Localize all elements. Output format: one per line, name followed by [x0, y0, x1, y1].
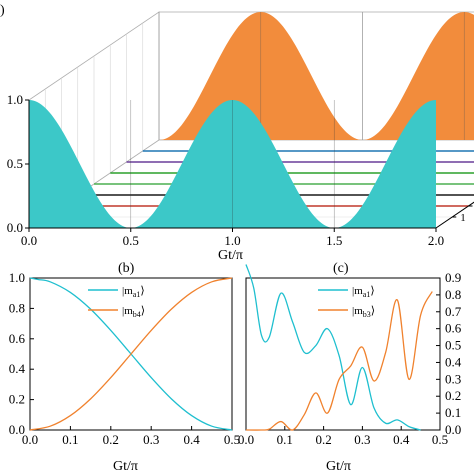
y-tick-label: 0.9 — [445, 270, 461, 285]
panel-a-xlabel: Gt/π — [218, 248, 243, 263]
x-tick-label: 0.1 — [62, 432, 78, 447]
y-tick-label: 0.4 — [445, 354, 462, 369]
x-tick-label-a: 2.0 — [428, 233, 444, 248]
x-tick-label: 0.5 — [432, 432, 448, 447]
x-tick-label: 0.3 — [143, 432, 159, 447]
panel-a-label: ) — [0, 3, 5, 18]
y-tick-label: 0.1 — [445, 405, 461, 420]
x-tick-label: 0.4 — [183, 432, 200, 447]
panel-c-legend: |ma1⟩ |mb3⟩ — [318, 285, 375, 319]
y-tick-label: 0.6 — [445, 321, 462, 336]
legend-label-mb4: |mb4⟩ — [122, 305, 145, 319]
y-tick-label: 1.0 — [9, 270, 25, 285]
series-line — [29, 277, 233, 431]
x-tick-label: 0.3 — [354, 432, 370, 447]
x-tick-label: 0.2 — [315, 432, 331, 447]
panel-c-plot-area: 0.0 0.1 0.2 0.3 0.4 0.50.00.10.20.30.40.50.60… — [238, 264, 462, 447]
y-tick-label: 0.7 — [445, 304, 462, 319]
y-tick-label: 0.8 — [445, 287, 461, 302]
legend-label-ma1-c: |ma1⟩ — [352, 285, 375, 299]
panel-b-line-chart: 0.0 0.1 0.2 0.3 0.4 0.5 0.0 0.2 0.4 0.6 0.8 1.0 (b)… — [9, 261, 240, 474]
x-tick-label-a: 0.0 — [21, 233, 37, 248]
front-series-area — [29, 100, 436, 228]
y-tick-label-a: 0.0 — [7, 220, 23, 235]
series-line — [29, 277, 233, 431]
panel-b-legend: |ma1⟩ |mb4⟩ — [88, 285, 145, 319]
panel-c-label: (c) — [333, 261, 349, 276]
x-tick-label: 0.4 — [393, 432, 410, 447]
x-tick-label: 0.0 — [238, 432, 254, 447]
x-tick-label-a: 1.0 — [224, 233, 240, 248]
x-tick-label-a: 1.5 — [326, 233, 342, 248]
y-tick-label: 0.5 — [445, 338, 461, 353]
panel-c-line-chart: 0.0 0.1 0.2 0.3 0.4 0.50.00.10.20.30.40.50.60… — [238, 261, 462, 474]
y-tick-label: 0.2 — [9, 392, 25, 407]
plot-frame — [29, 277, 233, 431]
panel-a-front-series — [29, 100, 436, 228]
series-line — [245, 291, 433, 431]
y-tick-label: 0.6 — [9, 331, 26, 346]
x-tick-label: 0.0 — [22, 432, 38, 447]
panel-a-axes: 0.00.51.01.52.00.00.51.012345678 — [7, 92, 474, 248]
depth-axis-a — [435, 201, 474, 229]
x-tick-label: 0.2 — [103, 432, 119, 447]
y-tick-label: 0.3 — [445, 371, 461, 386]
y-tick-label-a: 1.0 — [7, 92, 23, 107]
y-tick-label: 0.8 — [9, 300, 25, 315]
y-tick-label-a: 0.5 — [7, 156, 23, 171]
y-tick-label: 0.0 — [9, 422, 25, 437]
panel-a-3d-plot: 0.00.51.01.52.00.00.51.012345678 ) Gt/π — [0, 3, 474, 263]
legend-label-mb3-c: |mb3⟩ — [352, 305, 375, 319]
panel-b-label: (b) — [118, 261, 135, 276]
panel-b-plot-area: 0.0 0.1 0.2 0.3 0.4 0.5 0.0 0.2 0.4 0.6 0.8 1.0 — [9, 270, 240, 447]
depth-tick-label-a: 1 — [460, 212, 466, 224]
panel-b-xlabel: Gt/π — [113, 459, 138, 474]
series-line — [245, 264, 421, 431]
x-tick-label-a: 0.5 — [123, 233, 139, 248]
y-tick-label: 0.4 — [9, 361, 26, 376]
x-tick-label: 0.1 — [277, 432, 293, 447]
panel-c-xlabel: Gt/π — [326, 459, 351, 474]
y-tick-label: 0.2 — [445, 388, 461, 403]
x-tick-label: 0.5 — [224, 432, 240, 447]
y-tick-label: 0.0 — [445, 422, 461, 437]
plot-frame — [245, 277, 441, 431]
legend-label-ma1: |ma1⟩ — [122, 285, 145, 299]
